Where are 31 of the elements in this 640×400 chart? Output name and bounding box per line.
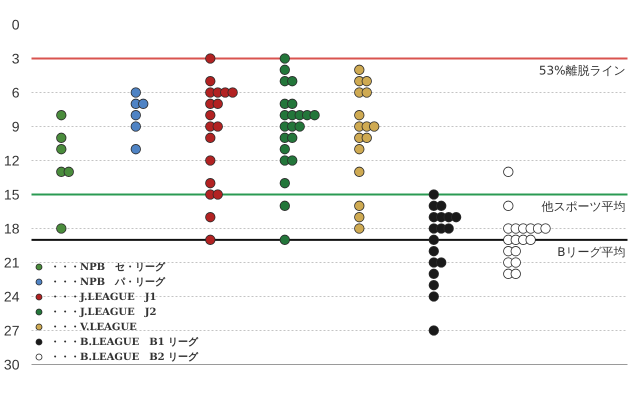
- point: [354, 64, 364, 75]
- point: [280, 234, 290, 245]
- y-tick-label: 21: [4, 254, 20, 270]
- y-tick-label: 18: [4, 220, 20, 236]
- point: [280, 200, 290, 211]
- ref-line-label: 53%離脱ライン: [538, 64, 626, 78]
- y-tick-label: 3: [12, 50, 20, 66]
- legend-label: ・・・NPB パ・リーグ: [50, 276, 166, 289]
- legend-label: ・・・B.LEAGUE B2 リーグ: [50, 350, 198, 364]
- point: [428, 189, 439, 200]
- legend-label: ・・・NPB セ・リーグ: [50, 260, 166, 274]
- legend-label: ・・・J.LEAGUE J2: [50, 306, 156, 319]
- point: [280, 178, 290, 188]
- y-tick-label: 6: [12, 84, 20, 100]
- y-tick-label: 0: [12, 16, 20, 32]
- legend-label: ・・・V.LEAGUE: [50, 320, 137, 334]
- point: [205, 53, 216, 64]
- point: [56, 110, 66, 120]
- legend-label: ・・・B.LEAGUE B1 リーグ: [50, 336, 198, 349]
- legend-label: ・・・J.LEAGUE J1: [50, 290, 156, 304]
- ref-line-label: Bリーグ平均: [557, 244, 626, 259]
- y-tick-label: 30: [4, 356, 20, 372]
- point: [280, 53, 290, 64]
- ref-line-label: 他スポーツ平均: [542, 200, 626, 214]
- y-tick-label: 9: [12, 118, 20, 134]
- y-tick-label: 27: [4, 322, 20, 338]
- y-tick-label: 24: [4, 288, 20, 304]
- y-tick-label: 12: [4, 152, 20, 168]
- point: [130, 87, 141, 98]
- point: [503, 166, 514, 177]
- y-tick-label: 15: [4, 186, 20, 202]
